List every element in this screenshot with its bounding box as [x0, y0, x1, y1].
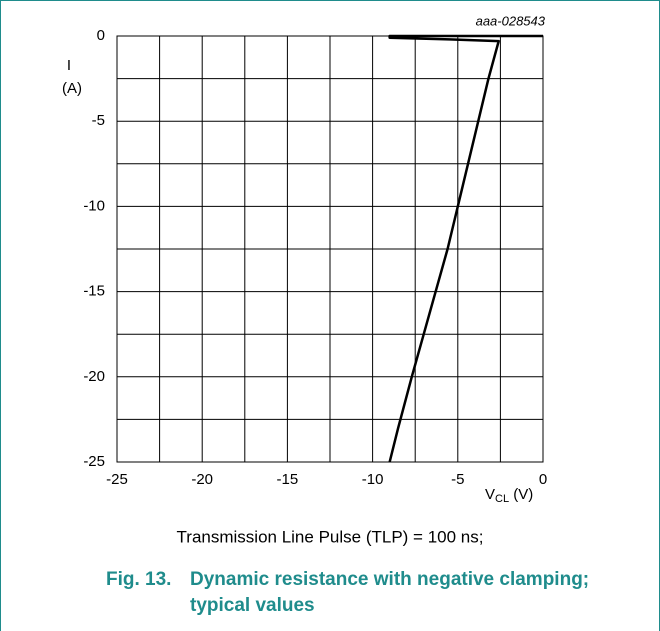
- x-axis-label-sub: CL: [495, 493, 509, 505]
- x-tick-label: -25: [106, 471, 128, 488]
- y-tick-label: -15: [83, 283, 105, 300]
- annotation: aaa-028543: [476, 13, 546, 28]
- x-tick-label: -15: [277, 471, 299, 488]
- x-axis-label-main: V: [485, 486, 495, 503]
- caption-line: typical values: [190, 595, 315, 616]
- y-tick-label: -20: [83, 368, 105, 385]
- caption-line: Dynamic resistance with negative clampin…: [190, 569, 589, 590]
- x-axis-label: VCL (V): [485, 486, 533, 505]
- x-tick-label: 0: [539, 471, 547, 488]
- y-axis-unit: (A): [62, 80, 82, 97]
- y-tick-label: -5: [92, 112, 105, 129]
- y-tick-label: 0: [97, 27, 105, 44]
- y-tick-label: -10: [83, 197, 105, 214]
- data-line: [388, 34, 543, 463]
- note: Transmission Line Pulse (TLP) = 100 ns;: [177, 527, 484, 546]
- y-tick-label: -25: [83, 453, 105, 470]
- x-tick-label: -10: [362, 471, 384, 488]
- fig-label: Fig. 13.: [106, 569, 171, 590]
- y-axis-label: I: [67, 57, 71, 74]
- x-tick-label: -5: [451, 471, 464, 488]
- x-tick-label: -20: [191, 471, 213, 488]
- x-axis-label-unit: (V): [509, 486, 533, 503]
